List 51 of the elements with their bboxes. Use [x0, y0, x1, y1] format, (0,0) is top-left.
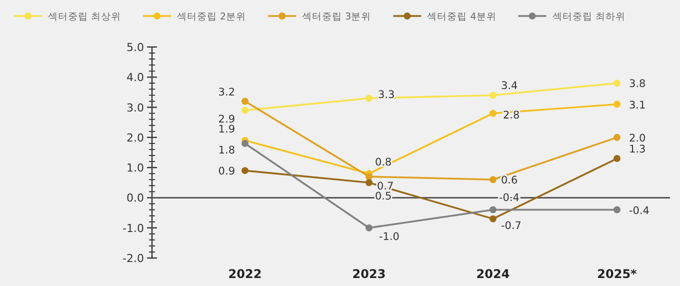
- point: [242, 140, 248, 147]
- point: [614, 134, 620, 141]
- point: [366, 179, 372, 186]
- x-tick-label: 2023: [352, 267, 386, 281]
- point: [242, 98, 248, 105]
- data-label: 0.9: [218, 166, 235, 178]
- y-tick-label: 3.0: [126, 101, 144, 114]
- point: [614, 80, 620, 87]
- point: [614, 155, 620, 162]
- legend-label: 섹터중립 최하위: [552, 12, 626, 22]
- data-label: 1.3: [629, 144, 646, 156]
- legend-label: 섹터중립 2분위: [177, 12, 246, 22]
- point: [366, 94, 372, 102]
- legend-label: 섹터중립 3분위: [302, 12, 372, 22]
- x-tick-label: 2025*: [597, 267, 638, 281]
- point: [490, 110, 496, 117]
- y-tick-label: 4.0: [126, 71, 144, 84]
- data-label: 0.6: [501, 174, 518, 187]
- y-tick-label: -2.0: [122, 252, 144, 265]
- y-tick-label: 0.0: [126, 192, 144, 205]
- data-label: 3.8: [629, 78, 646, 90]
- data-label: 2.8: [503, 109, 520, 122]
- legend-label: 섹터중립 최상위: [48, 12, 122, 22]
- data-label: 2.9: [218, 113, 235, 126]
- data-label: 3.1: [629, 99, 646, 112]
- point: [490, 215, 496, 222]
- y-tick-label: 1.0: [126, 162, 144, 175]
- y-tick-label: 2.0: [126, 131, 144, 144]
- point: [242, 167, 248, 174]
- point: [490, 176, 496, 184]
- point: [366, 224, 372, 232]
- x-tick-label: 2024: [476, 267, 510, 281]
- data-label: 2.0: [629, 132, 646, 144]
- point: [614, 206, 620, 214]
- data-label: -0.7: [501, 220, 522, 232]
- legend-label: 섹터중립 4분위: [427, 12, 496, 22]
- point: [490, 92, 496, 99]
- point: [242, 106, 248, 114]
- data-label: 0.8: [375, 156, 392, 169]
- y-tick-label: -1.0: [122, 222, 144, 235]
- point: [490, 206, 496, 214]
- data-label: 1.9: [218, 123, 235, 136]
- x-tick-label: 2022: [228, 267, 262, 281]
- data-label: 1.8: [218, 144, 235, 156]
- data-label: 3.4: [501, 80, 518, 92]
- data-label: 3.2: [218, 86, 235, 98]
- data-label: -0.4: [629, 204, 650, 217]
- y-tick-label: 5.0: [126, 41, 144, 54]
- point: [366, 173, 372, 180]
- point: [614, 100, 620, 108]
- data-label: -1.0: [379, 230, 400, 243]
